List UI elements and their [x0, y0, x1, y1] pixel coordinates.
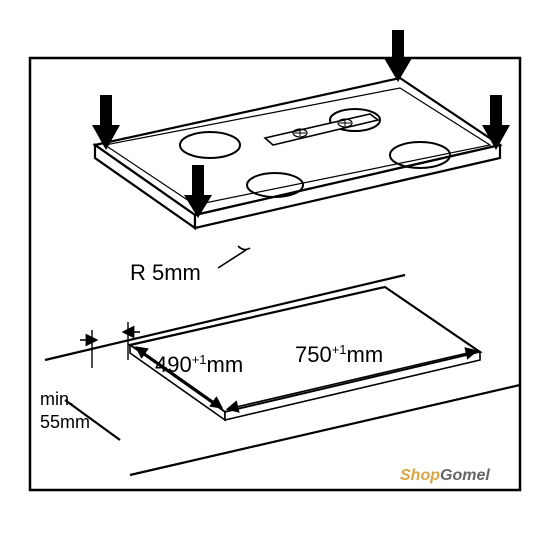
cooktop-top — [92, 30, 510, 228]
depth-tol: +1 — [192, 352, 207, 367]
watermark: ShopGomel — [400, 467, 490, 484]
depth-value: 490 — [155, 352, 192, 377]
watermark-shop: Shop — [400, 467, 440, 484]
countertop-cutout: 490+1mm 750+1mm min. 55mm — [40, 275, 520, 475]
installation-diagram: R 5mm 490+1mm 750+1mm — [0, 0, 550, 550]
min-line2: 55mm — [40, 412, 90, 432]
depth-unit: mm — [207, 352, 244, 377]
width-value: 750 — [295, 342, 332, 367]
corner-radius-label: R 5mm — [130, 246, 250, 285]
radius-text: R 5mm — [130, 260, 201, 285]
width-unit: mm — [347, 342, 384, 367]
dim-min-edge: min. 55mm — [40, 322, 140, 432]
width-tol: +1 — [332, 342, 347, 357]
min-line1: min. — [40, 389, 74, 409]
watermark-gomel: Gomel — [440, 467, 490, 484]
